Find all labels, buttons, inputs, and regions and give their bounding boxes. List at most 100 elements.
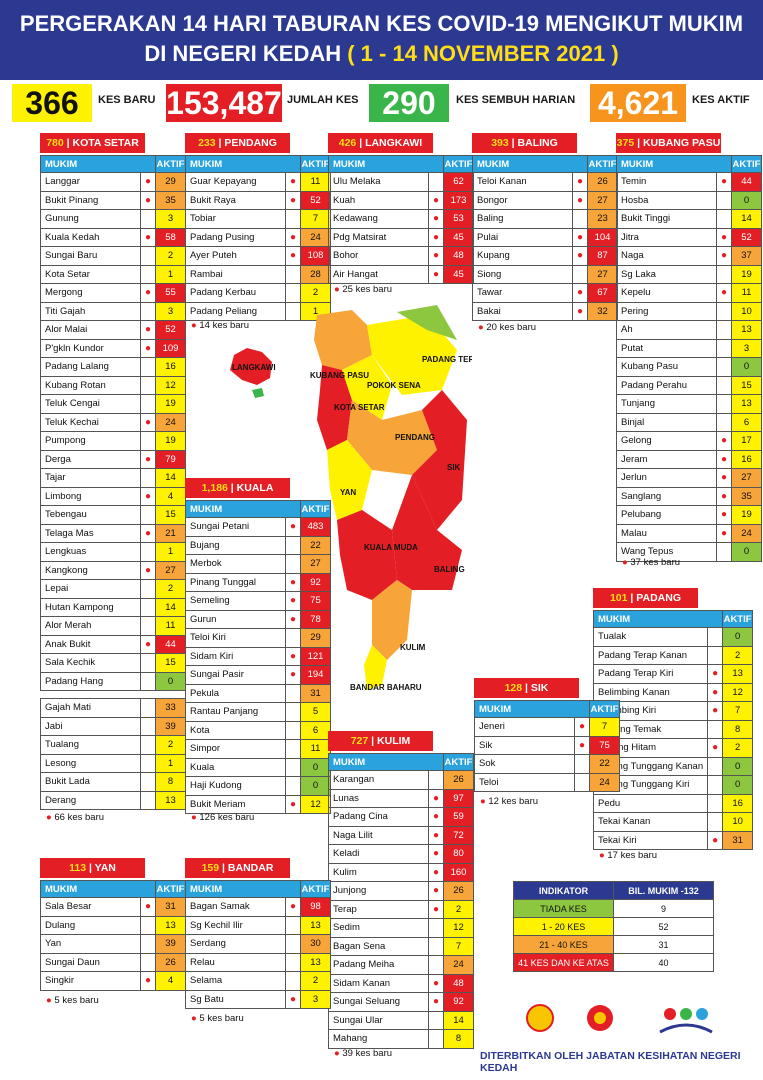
table-row: Jeneri ● 7 <box>474 717 620 737</box>
col-header-aktif: AKTIF <box>443 753 474 771</box>
new-case-dot-icon <box>428 1029 444 1049</box>
mukim-name: Hutan Kampong <box>40 597 141 617</box>
mukim-name: Tekai Kiri <box>592 830 709 850</box>
mukim-name: Haji Kudong <box>185 776 286 796</box>
table-row: Junjong ● 26 <box>328 881 474 901</box>
district-title-kubang-pasu: 375 | KUBANG PASU <box>616 133 721 153</box>
legend-count: 9 <box>613 899 714 918</box>
new-case-dot-icon <box>716 412 732 432</box>
col-header-mukim: MUKIM <box>328 753 444 771</box>
mukim-name: Guar Kepayang <box>185 172 286 192</box>
table-row: Batang Tunggang Kiri 0 <box>592 775 754 795</box>
mukim-name: Bagan Samak <box>185 897 286 917</box>
aktif-value: 11 <box>731 283 762 303</box>
new-case-dot-icon: ● <box>572 283 588 303</box>
table-row: Kota Setar 1 <box>40 264 186 284</box>
new-case-dot-icon <box>716 301 732 321</box>
col-header-aktif: AKTIF <box>300 500 331 518</box>
new-case-dot-icon <box>140 671 156 691</box>
table-row: Gurun ● 78 <box>185 609 331 629</box>
note-text: 20 kes baru <box>486 322 537 333</box>
aktif-value: 0 <box>300 757 331 777</box>
table-row: Putat 3 <box>616 338 762 358</box>
header-line2b: ( 1 - 14 NOVEMBER 2021 ) <box>347 41 619 66</box>
note-dot-icon: ● <box>599 850 608 861</box>
district-table-yan: MUKIM AKTIF Sala Besar ● 31 Dulang 13 Yan 39 Sung… <box>40 880 186 991</box>
table-row: Padang Meiha 24 <box>328 955 474 975</box>
table-row: Tekai Kanan 10 <box>592 812 754 832</box>
mukim-name: Lengkuas <box>40 542 141 562</box>
table-row: Siong 27 <box>472 264 618 284</box>
mukim-name: Tualak <box>592 627 709 647</box>
table-row: Padang Pusing ● 24 <box>185 227 331 247</box>
new-case-dot-icon <box>285 264 301 284</box>
new-case-dot-icon: ● <box>572 301 588 321</box>
kkm-crest-logo <box>526 1004 554 1032</box>
mukim-name: Temin <box>616 172 717 192</box>
table-row: Rambai 28 <box>185 264 331 284</box>
aktif-value: 8 <box>443 1029 474 1049</box>
aktif-value: 31 <box>300 683 331 703</box>
aktif-value: 15 <box>155 653 186 673</box>
mukim-name: Bukit Meriam <box>185 794 286 814</box>
mukim-name: Tekai Kanan <box>592 812 709 832</box>
aktif-value: 32 <box>587 301 618 321</box>
mukim-name: Bagan Sena <box>328 936 429 956</box>
mukim-name: Malau <box>616 523 717 543</box>
new-case-dot-icon <box>140 653 156 673</box>
new-case-dot-icon: ● <box>140 486 156 506</box>
header-line2a: DI NEGERI KEDAH <box>144 41 342 66</box>
new-case-dot-icon <box>716 357 732 377</box>
mukim-name: Tualang <box>40 735 141 755</box>
mukim-name: Tawar <box>472 283 573 303</box>
map-label-langkawi: LANGKAWI <box>232 363 276 372</box>
table-row: Teluk Cengai 19 <box>40 394 186 414</box>
new-case-dot-icon: ● <box>140 897 156 917</box>
table-row: Limbong ● 4 <box>40 486 186 506</box>
aktif-value: 29 <box>155 172 186 192</box>
district-title-yan: 113 | YAN <box>40 858 145 878</box>
new-case-dot-icon <box>140 579 156 599</box>
map-region-padang-terap <box>367 315 457 395</box>
aktif-value: 24 <box>589 772 620 792</box>
aktif-value: 5 <box>300 702 331 722</box>
mukim-name: Ah <box>616 320 717 340</box>
mukim-name: Teloi <box>474 772 575 792</box>
mukim-name: Langgar <box>40 172 141 192</box>
new-case-dot-icon <box>285 952 301 972</box>
table-row: Lepai 2 <box>40 579 186 599</box>
table-row: Air Hangat ● 45 <box>328 264 474 284</box>
new-case-dot-icon: ● <box>572 172 588 192</box>
table-row: Lengkuas 1 <box>40 542 186 562</box>
map-region-baling <box>392 475 462 590</box>
aktif-value: 19 <box>731 264 762 284</box>
mukim-name: Kedawang <box>328 209 429 229</box>
note-dot-icon: ● <box>191 1013 200 1024</box>
mukim-name: Pulai <box>472 227 573 247</box>
mukim-name: Mahang <box>328 1029 429 1049</box>
mukim-name: Padang Pusing <box>185 227 286 247</box>
mukim-name: Anak Bukit <box>40 634 141 654</box>
table-row: Teloi Kanan ● 26 <box>472 172 618 192</box>
map-region-sik <box>412 390 467 530</box>
new-case-dot-icon: ● <box>716 431 732 451</box>
mukim-name: Sidam Kanan <box>328 973 429 993</box>
table-row: Sik ● 75 <box>474 735 620 755</box>
new-case-dot-icon: ● <box>140 338 156 358</box>
aktif-value: 33 <box>155 698 186 718</box>
new-case-dot-icon: ● <box>574 735 590 755</box>
aktif-value: 24 <box>300 227 331 247</box>
table-row: Dulang 13 <box>40 915 186 935</box>
new-case-dot-icon <box>140 375 156 395</box>
new-case-dot-icon <box>716 394 732 414</box>
district-title-kulim: 727 | KULIM <box>328 731 433 751</box>
aktif-value: 24 <box>155 412 186 432</box>
aktif-value: 92 <box>300 572 331 592</box>
new-case-dot-icon: ● <box>285 172 301 192</box>
aktif-value: 17 <box>731 431 762 451</box>
map-region-kulim <box>372 580 412 660</box>
table-row: Sg Kechil Ilir 13 <box>185 915 331 935</box>
aktif-value: 39 <box>155 934 186 954</box>
aktif-value: 16 <box>155 357 186 377</box>
mukim-name: Bongor <box>472 190 573 210</box>
